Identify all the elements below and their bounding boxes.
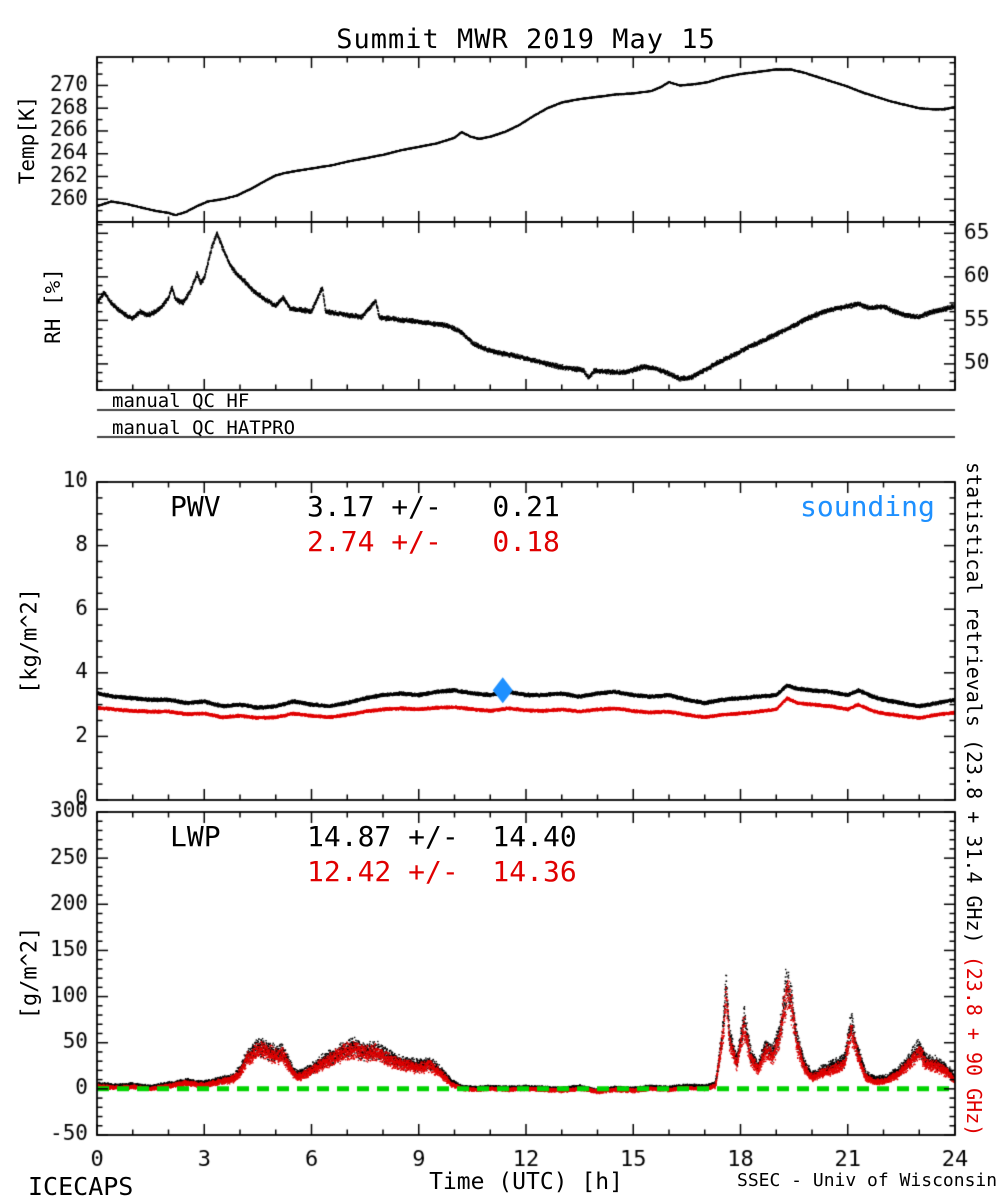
lwp-y-axis-label: [g/m^2]	[17, 926, 43, 1020]
pwv-panel-label: PWV	[170, 490, 221, 523]
pwv-y-axis-label: [kg/m^2]	[17, 588, 43, 694]
qc-row-hatpro-label: manual QC HATPRO	[112, 417, 296, 439]
right-axis-label: statistical retrievals (23.8 + 31.4 GHz)…	[962, 462, 986, 1136]
rh-y-axis-label: RH [%]	[41, 268, 65, 344]
temp-y-axis-label: Temp[K]	[15, 95, 39, 185]
lwp-stats-primary: 14.87 +/- 14.40	[307, 820, 577, 853]
sounding-legend-label: sounding	[800, 490, 935, 523]
x-axis-label: Time (UTC) [h]	[429, 1169, 623, 1195]
lwp-stats-secondary: 12.42 +/- 14.36	[307, 855, 577, 888]
chart-title: Summit MWR 2019 May 15	[336, 24, 716, 55]
footer-project-label: ICECAPS	[28, 1172, 134, 1200]
footer-institution-label: SSEC - Univ of Wisconsin	[737, 1170, 998, 1191]
right-axis-label-secondary: (23.8 + 90 GHz)	[962, 955, 986, 1137]
lwp-panel-label: LWP	[170, 820, 221, 853]
qc-row-hf-label: manual QC HF	[112, 390, 250, 412]
right-axis-label-primary: statistical retrievals (23.8 + 31.4 GHz)	[962, 462, 986, 944]
pwv-stats-primary: 3.17 +/- 0.21	[307, 490, 560, 523]
pwv-stats-secondary: 2.74 +/- 0.18	[307, 525, 560, 558]
